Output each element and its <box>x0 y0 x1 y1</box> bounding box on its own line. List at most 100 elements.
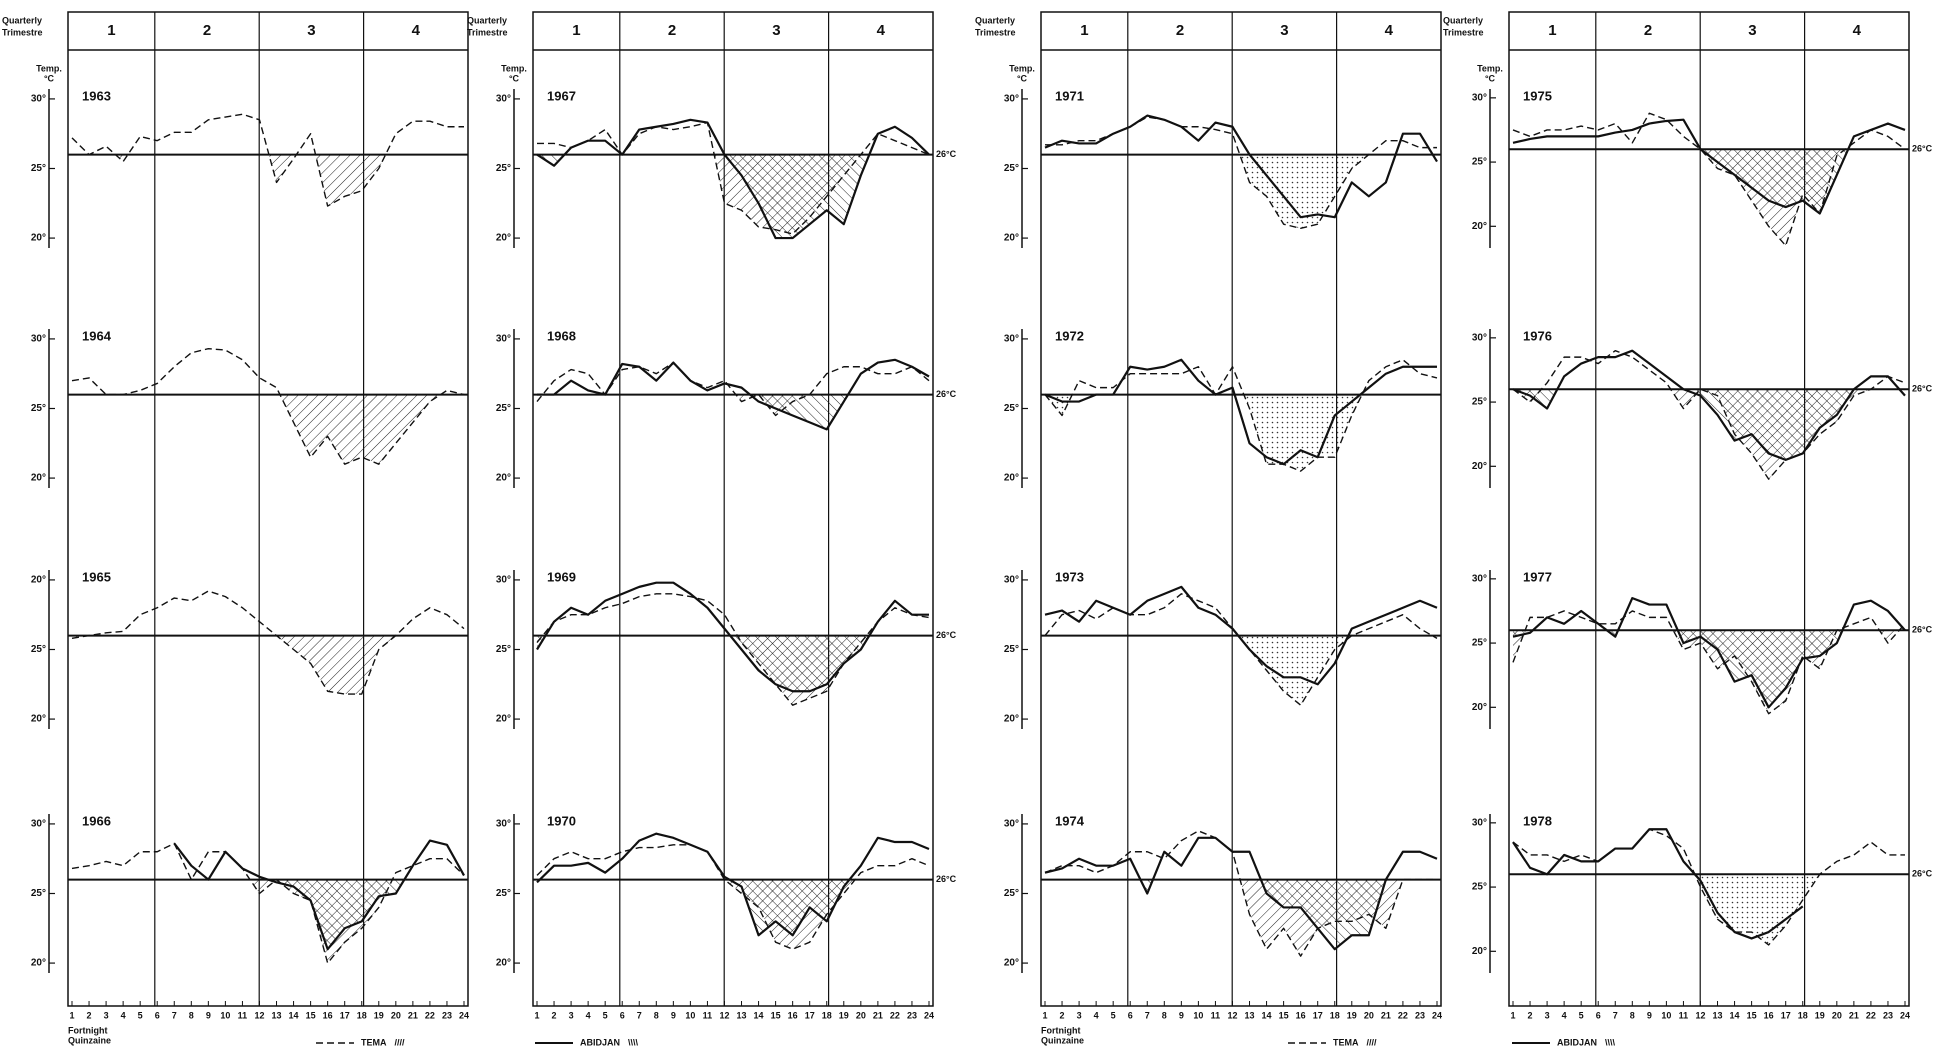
quarter-label: 1 <box>107 22 115 39</box>
x-tick-label: 8 <box>189 1010 194 1020</box>
x-tick-label: 21 <box>1381 1010 1391 1020</box>
deficit-area <box>1513 149 1905 214</box>
reference-label: 26°C <box>936 149 957 159</box>
x-tick-label: 11 <box>238 1010 248 1020</box>
x-tick-label: 7 <box>172 1010 177 1020</box>
x-tick-label: 3 <box>104 1010 109 1020</box>
abidjan-line <box>1512 828 1804 940</box>
header-trimestre: Trimestre <box>2 27 43 37</box>
x-tick-label: 15 <box>306 1010 316 1020</box>
header-trimestre: Trimestre <box>467 27 508 37</box>
x-tick-label: 24 <box>1432 1010 1442 1020</box>
y-tick-label: 20° <box>496 958 511 969</box>
y-tick-label: 30° <box>1004 575 1019 586</box>
deficit-area <box>1513 630 1905 708</box>
y-tick-label: 20° <box>31 233 46 244</box>
x-tick-label: 18 <box>1798 1010 1808 1020</box>
quarter-label: 4 <box>1853 22 1862 39</box>
y-tick-label: 30° <box>1472 573 1487 584</box>
y-tick-label: 25° <box>31 403 46 414</box>
x-tick-label: 16 <box>1296 1010 1306 1020</box>
year-label: 1968 <box>547 328 576 343</box>
x-tick-label: 6 <box>155 1010 160 1020</box>
x-tick-label: 14 <box>754 1010 764 1020</box>
x-tick-label: 1 <box>69 1010 74 1020</box>
y-tick-label: 20° <box>31 958 46 969</box>
abidjan-line <box>536 118 930 240</box>
y-tick-label: 20° <box>31 473 46 484</box>
x-tick-label: 12 <box>719 1010 729 1020</box>
tema-line <box>1512 828 1905 946</box>
x-tick-label: 9 <box>1647 1010 1652 1020</box>
y-tick-label: 20° <box>1472 221 1487 232</box>
y-tick-label: 20° <box>31 575 46 586</box>
x-tick-label: 17 <box>805 1010 815 1020</box>
x-tick-label: 16 <box>323 1010 333 1020</box>
abidjan-line <box>536 832 930 937</box>
deficit-area <box>1045 635 1437 706</box>
y-tick-label: 25° <box>1472 397 1487 408</box>
quarter-label: 1 <box>572 22 580 39</box>
x-tick-label: 2 <box>87 1010 92 1020</box>
y-axis-title: °C <box>1485 73 1496 83</box>
deficit-area <box>1513 149 1905 246</box>
x-tick-label: 22 <box>425 1010 435 1020</box>
abidjan-line <box>1512 597 1906 709</box>
year-label: 1963 <box>82 88 111 103</box>
y-tick-label: 25° <box>496 163 511 174</box>
x-tick-label: 20 <box>1364 1010 1374 1020</box>
tema-line <box>71 113 464 207</box>
header-quarterly: Quarterly <box>2 15 42 25</box>
x-tick-label: 19 <box>839 1010 849 1020</box>
x-tick-label: 3 <box>1077 1010 1082 1020</box>
x-axis-title: Fortnight <box>68 1025 108 1035</box>
y-axis-title: °C <box>1017 73 1028 83</box>
y-axis-title: Temp. <box>1477 63 1503 73</box>
quarter-label: 2 <box>1644 22 1652 39</box>
deficit-area <box>72 635 464 695</box>
x-tick-label: 19 <box>374 1010 384 1020</box>
x-tick-label: 1 <box>1510 1010 1515 1020</box>
y-tick-label: 25° <box>496 644 511 655</box>
legend-hatch: //// <box>395 1037 406 1047</box>
y-tick-label: 30° <box>496 575 511 586</box>
tema-line <box>536 361 930 417</box>
x-tick-label: 17 <box>340 1010 350 1020</box>
y-tick-label: 20° <box>1004 714 1019 725</box>
x-tick-label: 19 <box>1347 1010 1357 1020</box>
x-tick-label: 19 <box>1815 1010 1825 1020</box>
x-tick-label: 17 <box>1781 1010 1791 1020</box>
x-tick-label: 21 <box>408 1010 418 1020</box>
y-tick-label: 25° <box>1004 403 1019 414</box>
y-tick-label: 30° <box>496 334 511 345</box>
x-axis-title: Fortnight <box>1041 1025 1081 1035</box>
y-axis-title: Temp. <box>36 63 62 73</box>
x-tick-label: 1 <box>1042 1010 1047 1020</box>
year-label: 1967 <box>547 88 576 103</box>
quarter-label: 3 <box>307 22 315 39</box>
y-tick-label: 25° <box>1004 644 1019 655</box>
deficit-area <box>1513 874 1905 945</box>
x-tick-label: 23 <box>442 1010 452 1020</box>
x-tick-label: 6 <box>620 1010 625 1020</box>
y-tick-label: 30° <box>1472 817 1487 828</box>
y-tick-label: 20° <box>1004 233 1019 244</box>
quarter-label: 2 <box>668 22 676 39</box>
x-tick-label: 9 <box>206 1010 211 1020</box>
x-tick-label: 4 <box>121 1010 126 1020</box>
x-tick-label: 10 <box>1661 1010 1671 1020</box>
abidjan-line <box>536 581 929 693</box>
x-tick-label: 22 <box>1398 1010 1408 1020</box>
x-tick-label: 9 <box>671 1010 676 1020</box>
tema-line <box>1512 349 1906 480</box>
y-tick-label: 25° <box>1472 882 1487 893</box>
x-tick-label: 13 <box>1245 1010 1255 1020</box>
y-axis-title: °C <box>509 73 520 83</box>
x-tick-label: 7 <box>637 1010 642 1020</box>
x-tick-label: 14 <box>289 1010 299 1020</box>
year-label: 1969 <box>547 569 576 584</box>
y-tick-label: 30° <box>496 94 511 105</box>
x-tick-label: 8 <box>1162 1010 1167 1020</box>
x-tick-label: 15 <box>1747 1010 1757 1020</box>
x-tick-label: 13 <box>272 1010 282 1020</box>
